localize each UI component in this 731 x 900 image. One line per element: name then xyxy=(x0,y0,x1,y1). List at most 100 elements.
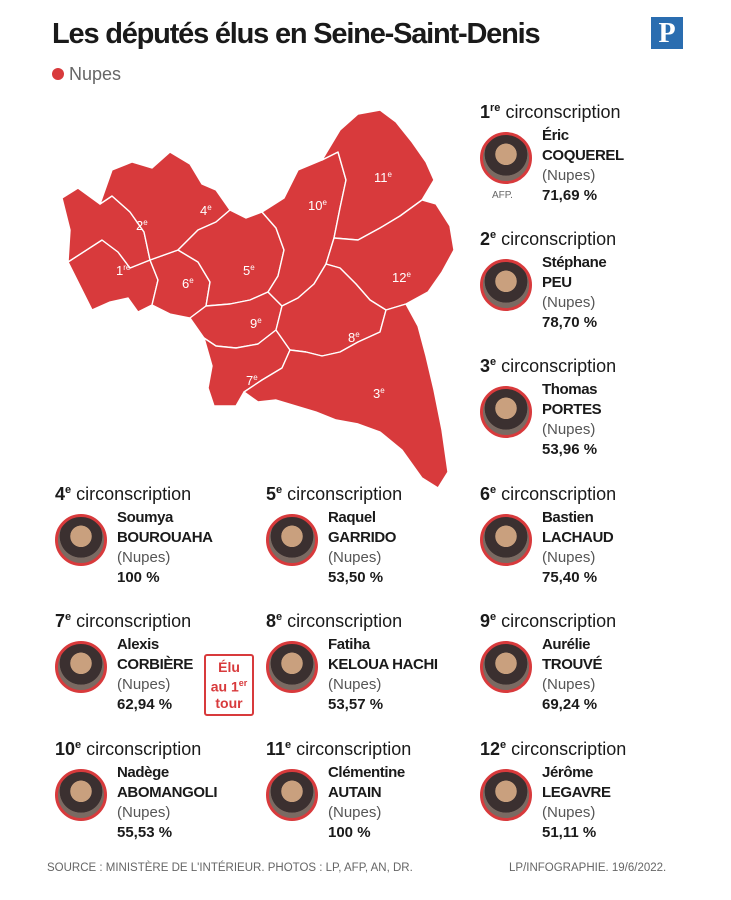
deputy-score: 55,53 % xyxy=(117,824,173,841)
deputy-last-name: KELOUA HACHI xyxy=(328,656,438,673)
deputy-first-name: Nadège xyxy=(117,764,169,781)
legend-dot xyxy=(52,68,64,81)
footer-source: SOURCE : MINISTÈRE DE L'INTÉRIEUR. PHOTO… xyxy=(47,862,413,874)
badge-line-2: au 1er xyxy=(210,678,248,695)
deputy-party: (Nupes) xyxy=(117,676,171,693)
map-label-4: 4e xyxy=(200,203,212,218)
deputy-score: 71,69 % xyxy=(542,187,598,204)
deputy-party: (Nupes) xyxy=(328,549,382,566)
circonscription-4: 4e circonscription Soumya BOUROUAHA (Nup… xyxy=(55,484,285,586)
deputy-info: Stéphane PEU (Nupes) 78,70 % xyxy=(542,253,607,333)
badge-line-1: Élu xyxy=(218,659,240,675)
map-label-5: 5e xyxy=(243,263,255,278)
deputy-last-name: LEGAVRE xyxy=(542,784,611,801)
deputy-party: (Nupes) xyxy=(117,549,171,566)
deputy-first-name: Jérôme xyxy=(542,764,593,781)
deputy-photo xyxy=(480,769,532,821)
circonscription-title: 4e circonscription xyxy=(55,484,192,504)
circonscription-title: 7e circonscription xyxy=(55,611,192,631)
deputy-last-name: PORTES xyxy=(542,401,602,418)
deputy-info: Fatiha KELOUA HACHI (Nupes) 53,57 % xyxy=(328,635,438,715)
deputy-photo xyxy=(480,386,532,438)
circonscription-3: 3e circonscription Thomas PORTES (Nupes)… xyxy=(480,356,710,458)
deputy-first-name: Alexis xyxy=(117,636,159,653)
deputy-first-name: Thomas xyxy=(542,381,598,398)
deputy-info: Alexis CORBIÈRE (Nupes) 62,94 % xyxy=(117,635,193,715)
deputy-photo xyxy=(266,514,318,566)
deputy-party: (Nupes) xyxy=(542,167,596,184)
constituency-map: 1re 2e 3e 4e 5e 6e 7e 8e 9e 10e 11e 12e xyxy=(61,109,455,489)
footer-credit: LP/INFOGRAPHIE. 19/6/2022. xyxy=(509,862,667,874)
deputy-last-name: GARRIDO xyxy=(328,529,397,546)
map-label-8: 8e xyxy=(348,330,360,345)
deputy-score: 53,50 % xyxy=(328,569,384,586)
deputy-score: 53,96 % xyxy=(542,441,598,458)
circonscription-title: 5e circonscription xyxy=(266,484,403,504)
map-label-9: 9e xyxy=(250,316,262,331)
deputy-first-name: Raquel xyxy=(328,509,376,526)
circonscription-12: 12e circonscription Jérôme LEGAVRE (Nupe… xyxy=(480,739,710,841)
circonscription-title: 10e circonscription xyxy=(55,739,202,759)
circonscription-5: 5e circonscription Raquel GARRIDO (Nupes… xyxy=(266,484,496,586)
deputy-first-name: Éric xyxy=(542,127,569,144)
circonscription-6: 6e circonscription Bastien LACHAUD (Nupe… xyxy=(480,484,710,586)
legend-label: Nupes xyxy=(69,64,122,84)
deputy-score: 51,11 % xyxy=(542,824,597,841)
map-label-12: 12e xyxy=(392,270,411,285)
circonscription-title: 1re circonscription xyxy=(480,102,621,122)
circonscription-9: 9e circonscription Aurélie TROUVÉ (Nupes… xyxy=(480,611,710,713)
deputy-last-name: ABOMANGOLI xyxy=(117,784,218,801)
deputy-info: Raquel GARRIDO (Nupes) 53,50 % xyxy=(328,508,396,588)
circonscription-11: 11e circonscription Clémentine AUTAIN (N… xyxy=(266,739,496,841)
circonscription-10: 10e circonscription Nadège ABOMANGOLI (N… xyxy=(55,739,285,841)
deputy-score: 75,40 % xyxy=(542,569,598,586)
map-label-11: 11e xyxy=(374,170,393,185)
deputy-party: (Nupes) xyxy=(117,804,171,821)
deputy-first-name: Bastien xyxy=(542,509,594,526)
legend: Nupes xyxy=(52,64,121,85)
deputy-photo xyxy=(55,641,107,693)
deputy-first-name: Fatiha xyxy=(328,636,370,653)
deputy-last-name: AUTAIN xyxy=(328,784,382,801)
deputy-last-name: COQUEREL xyxy=(542,147,624,164)
deputy-photo xyxy=(55,514,107,566)
deputy-first-name: Soumya xyxy=(117,509,173,526)
deputy-info: Nadège ABOMANGOLI (Nupes) 55,53 % xyxy=(117,763,218,843)
circonscription-1: 1re circonscription AFP. Éric COQUEREL (… xyxy=(480,102,710,204)
deputy-last-name: CORBIÈRE xyxy=(117,656,193,673)
deputy-photo xyxy=(480,514,532,566)
circonscription-title: 12e circonscription xyxy=(480,739,627,759)
deputy-party: (Nupes) xyxy=(542,294,596,311)
map-label-10: 10e xyxy=(308,198,327,213)
page-title: Les députés élus en Seine-Saint-Denis xyxy=(52,18,541,50)
deputy-last-name: PEU xyxy=(542,274,572,291)
deputy-score: 62,94 % xyxy=(117,696,173,713)
deputy-info: Soumya BOUROUAHA (Nupes) 100 % xyxy=(117,508,213,588)
deputy-party: (Nupes) xyxy=(328,804,382,821)
deputy-party: (Nupes) xyxy=(542,804,596,821)
deputy-score: 69,24 % xyxy=(542,696,598,713)
circonscription-7: 7e circonscription Alexis CORBIÈRE (Nupe… xyxy=(55,611,285,713)
deputy-score: 53,57 % xyxy=(328,696,384,713)
map-label-1: 1re xyxy=(116,263,131,278)
deputy-party: (Nupes) xyxy=(542,421,596,438)
deputy-info: Aurélie TROUVÉ (Nupes) 69,24 % xyxy=(542,635,603,715)
deputy-first-name: Aurélie xyxy=(542,636,591,653)
deputy-info: Éric COQUEREL (Nupes) 71,69 % xyxy=(542,126,624,206)
circonscription-title: 6e circonscription xyxy=(480,484,617,504)
deputy-info: Clémentine AUTAIN (Nupes) 100 % xyxy=(328,763,405,843)
deputy-party: (Nupes) xyxy=(328,676,382,693)
deputy-first-name: Stéphane xyxy=(542,254,607,271)
circonscription-title: 9e circonscription xyxy=(480,611,617,631)
deputy-party: (Nupes) xyxy=(542,549,596,566)
elected-first-round-badge: Élu au 1er tour xyxy=(204,654,254,716)
deputy-first-name: Clémentine xyxy=(328,764,405,781)
le-parisien-logo: P xyxy=(651,17,683,49)
deputy-photo xyxy=(55,769,107,821)
deputy-party: (Nupes) xyxy=(542,676,596,693)
deputy-last-name: BOUROUAHA xyxy=(117,529,213,546)
map-label-6: 6e xyxy=(182,276,194,291)
deputy-score: 100 % xyxy=(117,569,160,586)
deputy-photo xyxy=(480,132,532,184)
deputy-last-name: TROUVÉ xyxy=(542,656,603,673)
